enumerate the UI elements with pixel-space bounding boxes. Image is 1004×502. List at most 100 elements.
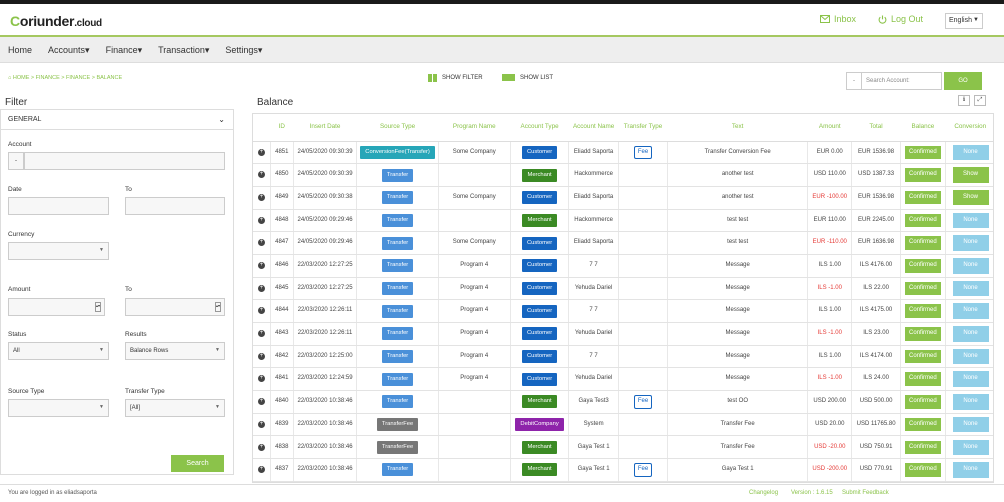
expand-row-icon[interactable]: + [257,466,265,474]
conversion-button[interactable]: None [952,462,989,478]
expand-row-icon[interactable]: + [257,352,265,360]
col-transfer-type[interactable]: Transfer Type [618,114,668,142]
search-input[interactable]: Search Account: [862,72,942,90]
account-name-cell[interactable]: Gaya Test 1 [568,458,619,482]
nav-finance[interactable]: Finance▾ [105,45,143,55]
search-type-dropdown[interactable]: - [846,72,862,90]
account-name-cell[interactable]: Eliadd Saporta [568,231,619,255]
currency-select[interactable]: ▼ [8,242,109,260]
expand-row-icon[interactable]: + [257,375,265,383]
account-name-cell[interactable]: System [568,413,619,437]
table-row[interactable]: +4850 24/05/2020 09:30:39 Transfer Merchant… [253,163,993,187]
expand-row-icon[interactable]: + [257,398,265,406]
nav-settings[interactable]: Settings▾ [225,45,263,55]
date-to-input[interactable] [125,197,225,215]
conversion-button[interactable]: Show [952,189,989,206]
account-name-cell[interactable]: Yehuda Dariel [568,322,619,346]
conversion-button[interactable]: None [952,348,989,365]
account-name-cell[interactable]: 7 7 [568,345,619,369]
account-name-cell[interactable]: 7 7 [568,254,619,278]
account-name-cell[interactable]: Gaya Test 1 [568,435,619,460]
table-row[interactable]: +4838 22/03/2020 10:38:46 TransferFee Merch… [253,435,993,460]
col-amount[interactable]: Amount [807,114,852,142]
account-name-cell[interactable]: Eliadd Saporta [568,186,619,210]
expand-icon[interactable]: ⤢ [974,95,986,106]
stepper-icon[interactable]: ▴▾ [215,302,221,312]
logout-link[interactable]: Log Out [878,14,923,24]
conversion-button[interactable]: None [952,258,989,274]
account-name-cell[interactable]: Hackommerce [568,163,619,187]
breadcrumb[interactable]: ⌂ HOME > FINANCE > FINANCE > BALANCE [8,75,123,81]
feedback-link[interactable]: Submit Feedback [842,490,889,496]
logo[interactable]: Coriunder.cloud [10,13,102,29]
account-name-cell[interactable]: Gaya Test3 [568,390,619,414]
transfer-type-select[interactable]: [All] ▼ [125,399,225,417]
expand-row-icon[interactable]: + [257,262,265,270]
go-button[interactable]: GO [944,72,982,90]
results-select[interactable]: Balance Rows ▼ [125,342,225,360]
col-text[interactable]: Text [667,114,808,142]
col-source-type[interactable]: Source Type [356,114,439,142]
table-row[interactable]: +4851 24/05/2020 09:30:39 ConversionFee(Tr… [253,141,993,165]
table-row[interactable]: +4839 22/03/2020 10:38:46 TransferFee Debit… [253,413,993,437]
conversion-button[interactable]: None [952,212,989,229]
conversion-button[interactable]: None [952,144,989,161]
account-name-cell[interactable]: Yehuda Dariel [568,367,619,392]
filter-group-select[interactable]: GENERAL ⌄ [1,110,233,130]
conversion-button[interactable]: None [952,235,989,251]
table-row[interactable]: +4848 24/05/2020 09:29:46 Transfer Merchant… [253,209,993,233]
expand-row-icon[interactable]: + [257,148,265,156]
conversion-button[interactable]: None [952,439,989,456]
search-button[interactable]: Search [171,455,224,472]
expand-row-icon[interactable]: + [257,330,265,338]
nav-transaction[interactable]: Transaction▾ [158,45,210,55]
table-row[interactable]: +4846 22/03/2020 12:27:25 Transfer Program … [253,254,993,278]
conversion-button[interactable]: None [952,371,989,387]
col-total[interactable]: Total [851,114,901,142]
col-account-type[interactable]: Account Type [510,114,569,142]
conversion-button[interactable]: None [952,303,989,319]
expand-row-icon[interactable]: + [257,216,265,224]
stepper-icon[interactable]: ▴▾ [95,302,101,312]
show-list-toggle[interactable]: SHOW LIST [502,74,553,81]
table-row[interactable]: +4849 24/05/2020 09:30:38 Transfer Some Com… [253,186,993,210]
inbox-link[interactable]: Inbox [820,14,856,24]
expand-row-icon[interactable]: + [257,171,265,179]
conversion-button[interactable]: None [952,280,989,297]
account-name-cell[interactable]: 7 7 [568,299,619,323]
amount-to-input[interactable]: ▴▾ [125,298,225,316]
account-input[interactable] [24,152,225,170]
account-name-cell[interactable]: Hackommerce [568,209,619,233]
expand-row-icon[interactable]: + [257,193,265,201]
nav-home[interactable]: Home [8,45,33,55]
conversion-button[interactable]: None [952,326,989,342]
col-account-name[interactable]: Account Name [568,114,619,142]
nav-accounts[interactable]: Accounts▾ [48,45,90,55]
account-type-dropdown[interactable]: - [8,152,24,170]
changelog-link[interactable]: Changelog [749,490,779,496]
expand-row-icon[interactable]: + [257,443,265,451]
conversion-button[interactable]: None [952,416,989,433]
table-row[interactable]: +4843 22/03/2020 12:26:11 Transfer Program … [253,322,993,346]
col-program-name[interactable]: Program Name [438,114,511,142]
table-row[interactable]: +4847 24/05/2020 09:29:46 Transfer Some Com… [253,231,993,255]
col-balance[interactable]: Balance [900,114,946,142]
account-name-cell[interactable]: Eliadd Saporta [568,141,619,165]
source-type-select[interactable]: ▼ [8,399,109,417]
date-from-input[interactable] [8,197,109,215]
table-row[interactable]: +4837 22/03/2020 10:38:46 Transfer Merchant… [253,458,993,482]
expand-row-icon[interactable]: + [257,307,265,315]
account-name-cell[interactable]: Yehuda Dariel [568,277,619,301]
language-select[interactable]: English ▼ [945,13,983,29]
col-conversion[interactable]: Conversion [945,114,993,142]
conversion-button[interactable]: None [952,394,989,410]
info-icon[interactable]: ℹ [958,95,970,106]
status-select[interactable]: All ▼ [8,342,109,360]
expand-row-icon[interactable]: + [257,420,265,428]
show-filter-toggle[interactable]: SHOW FILTER [428,74,483,82]
conversion-button[interactable]: Show [952,167,989,183]
table-row[interactable]: +4845 22/03/2020 12:27:25 Transfer Program … [253,277,993,301]
expand-row-icon[interactable]: + [257,239,265,247]
table-row[interactable]: +4844 22/03/2020 12:26:11 Transfer Program … [253,299,993,323]
table-row[interactable]: +4840 22/03/2020 10:38:46 Transfer Merchant… [253,390,993,414]
